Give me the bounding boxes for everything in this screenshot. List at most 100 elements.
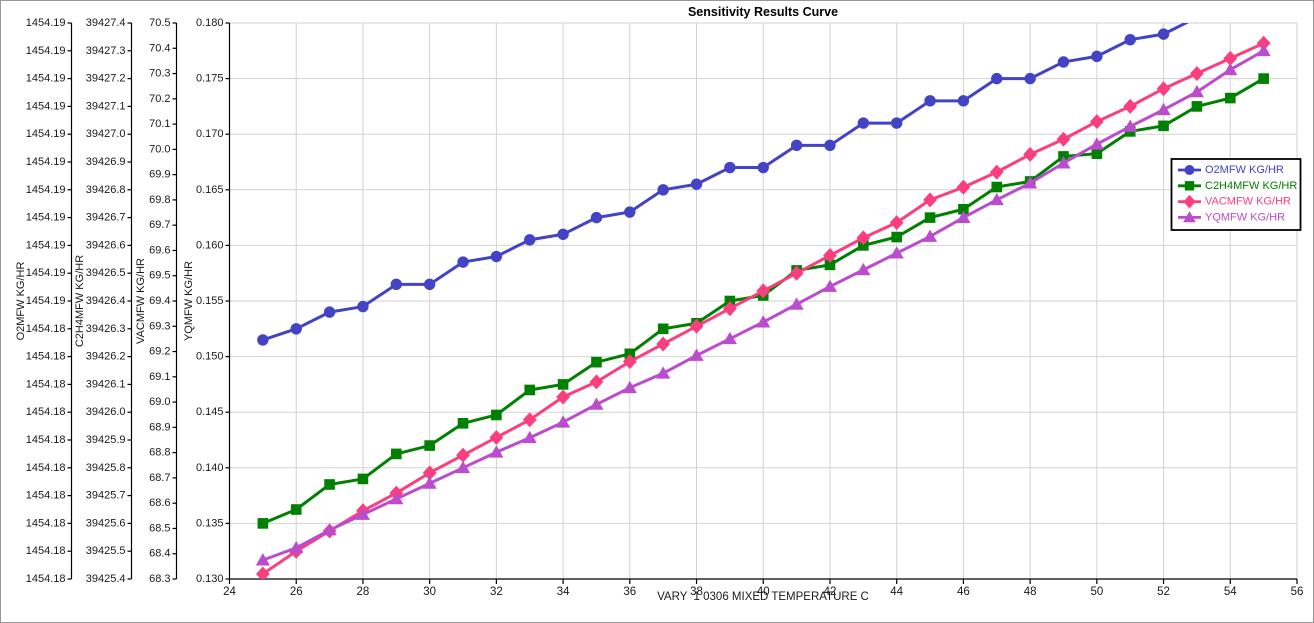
data-point — [689, 318, 704, 334]
data-point — [255, 566, 270, 579]
y-tick-label-o2mfw: 1454.18 — [26, 406, 66, 418]
data-point — [857, 117, 870, 129]
data-point — [1183, 194, 1196, 209]
y-tick-label-c2h4mfw: 39425.7 — [86, 490, 126, 502]
y-axis-c2h4mfw: 39427.4 39427.3 39427.2 39427.1 39427.0 39426… — [74, 17, 133, 585]
data-point — [457, 418, 469, 429]
data-point — [689, 348, 704, 361]
y-tick-label-vacmfw: 70.1 — [149, 118, 170, 130]
data-point — [591, 356, 602, 368]
data-point — [656, 366, 671, 379]
series-yqmfw — [255, 43, 1271, 566]
y-tick-label-c2h4mfw: 39427.0 — [86, 128, 126, 140]
y-tick-label-vacmfw: 70.0 — [149, 143, 170, 155]
data-point — [956, 210, 971, 223]
data-point — [989, 164, 1004, 180]
data-point — [656, 336, 671, 352]
y-tick-label-o2mfw: 1454.19 — [26, 239, 66, 251]
y-tick-label-o2mfw: 1454.18 — [26, 490, 66, 502]
data-point — [957, 95, 970, 107]
y-tick-label-yqmfw: 0.155 — [196, 295, 224, 307]
data-point — [822, 279, 838, 292]
data-point — [455, 460, 471, 474]
data-point — [1089, 137, 1104, 150]
data-point — [390, 448, 402, 460]
data-point — [622, 380, 637, 394]
data-point — [1189, 85, 1204, 98]
x-tick-label: 48 — [1024, 586, 1037, 598]
data-point — [257, 518, 269, 529]
x-tick-label: 54 — [1224, 586, 1237, 598]
y-tick-label-c2h4mfw: 39425.4 — [86, 573, 126, 585]
data-point — [357, 473, 369, 485]
data-point — [557, 379, 569, 390]
y-tick-label-c2h4mfw: 39426.5 — [86, 267, 126, 279]
y-tick-label-o2mfw: 1454.19 — [26, 184, 66, 196]
y-tick-label-vacmfw: 69.7 — [149, 219, 170, 231]
data-point — [989, 192, 1004, 206]
y-tick-label-vacmfw: 68.8 — [149, 447, 170, 459]
data-point — [724, 161, 736, 174]
data-point — [1057, 56, 1070, 68]
y-tick-label-o2mfw: 1454.18 — [26, 351, 66, 363]
data-point — [1157, 28, 1170, 40]
y-tick-label-o2mfw: 1454.18 — [26, 462, 66, 474]
data-point — [723, 301, 737, 317]
y-axis-label-vacmfw: VACMFW KG/HR — [135, 258, 147, 344]
data-point — [255, 553, 270, 566]
legend-label: VACMFW KG/HR — [1205, 196, 1291, 208]
y-tick-label-o2mfw: 1454.19 — [26, 17, 66, 29]
x-tick-label: 32 — [490, 586, 503, 598]
data-point — [490, 250, 503, 263]
data-point — [657, 184, 669, 196]
y-tick-label-vacmfw: 68.3 — [149, 573, 170, 585]
data-point — [823, 248, 837, 263]
y-tick-label-yqmfw: 0.165 — [196, 184, 224, 196]
y-axis-vacmfw: 70.5 70.4 70.3 70.2 70.1 70.0 69.9 69.8 69.7 69.6… — [135, 17, 178, 585]
y-tick-label-o2mfw: 1454.19 — [26, 45, 66, 57]
data-point — [622, 354, 637, 370]
data-point — [390, 278, 402, 291]
data-point — [290, 323, 302, 335]
data-point — [790, 139, 803, 152]
x-tick-label: 26 — [290, 586, 303, 598]
data-point — [257, 334, 269, 346]
data-point — [1256, 43, 1271, 57]
data-point — [856, 230, 871, 246]
x-tick-label: 50 — [1090, 586, 1103, 598]
y-tick-label-vacmfw: 69.0 — [149, 396, 170, 408]
y-axis-o2mfw: 1454.19 1454.19 1454.19 1454.19 1454.19 1454.… — [15, 17, 73, 585]
y-tick-label-o2mfw: 1454.19 — [26, 212, 66, 224]
y-tick-label-yqmfw: 0.150 — [196, 351, 224, 363]
y-tick-label-vacmfw: 69.8 — [149, 194, 170, 206]
data-point — [1123, 119, 1138, 132]
data-point — [789, 297, 804, 310]
data-point — [1056, 156, 1071, 169]
x-tick-label: 30 — [423, 586, 436, 598]
y-axis-label-c2h4mfw: C2H4MFW KG/HR — [74, 255, 86, 347]
data-point — [422, 476, 437, 489]
y-tick-label-c2h4mfw: 39425.6 — [86, 517, 126, 529]
y-tick-label-c2h4mfw: 39427.2 — [86, 73, 126, 85]
data-point — [456, 447, 470, 463]
x-tick-label: 44 — [890, 586, 903, 598]
data-point — [524, 234, 536, 246]
data-point — [589, 374, 604, 390]
y-axis-label-o2mfw: O2MFW KG/HR — [15, 262, 27, 341]
data-point — [556, 389, 570, 405]
y-tick-label-vacmfw: 68.5 — [149, 522, 170, 534]
x-tick-label: 56 — [1291, 586, 1304, 598]
y-tick-label-o2mfw: 1454.19 — [26, 267, 66, 279]
y-tick-label-yqmfw: 0.170 — [196, 128, 224, 140]
y-tick-label-o2mfw: 1454.18 — [26, 378, 66, 390]
data-point — [323, 306, 336, 318]
data-point — [756, 315, 771, 328]
data-point — [357, 300, 369, 313]
data-point — [290, 504, 302, 515]
data-point — [756, 283, 771, 299]
series-o2mfw — [257, 23, 1199, 346]
legend-label: C2H4MFW KG/HR — [1205, 180, 1297, 192]
y-tick-label-c2h4mfw: 39427.1 — [86, 100, 126, 112]
data-point — [657, 323, 669, 335]
